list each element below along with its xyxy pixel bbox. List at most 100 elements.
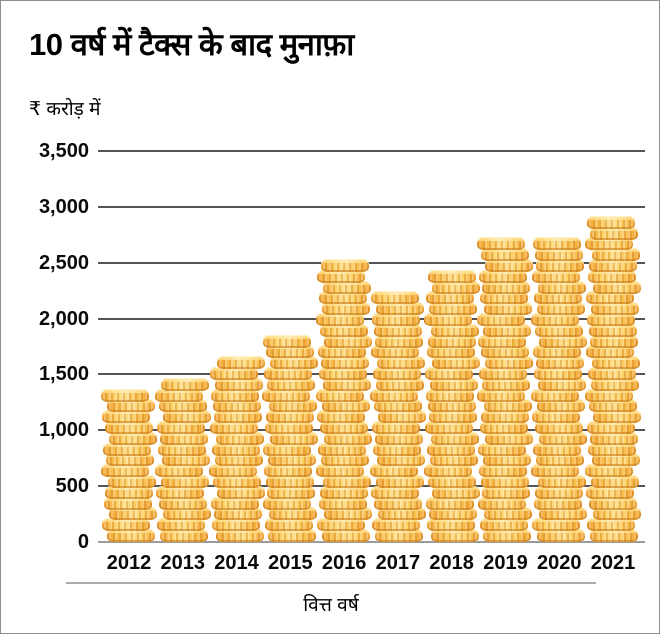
- coin-icon: [482, 280, 531, 294]
- coin-icon: [592, 248, 641, 262]
- coin-icon: [211, 518, 260, 532]
- coin-icon: [211, 442, 260, 456]
- coin-icon: [107, 399, 155, 413]
- coin-icon: [531, 312, 580, 326]
- coin-icon: [323, 377, 372, 391]
- x-axis-title: वित्त वर्ष: [303, 595, 359, 616]
- coin-icon: [324, 334, 373, 348]
- coin-icon: [592, 453, 641, 467]
- x-axis-year-label: 2012: [106, 552, 152, 574]
- coin-icon: [107, 528, 155, 542]
- coin-icon: [423, 464, 472, 478]
- coin-icon: [322, 399, 371, 413]
- coin-icon: [208, 464, 257, 478]
- coin-icon: [427, 269, 476, 283]
- coin-icon: [537, 302, 586, 316]
- coin-icon: [101, 464, 149, 478]
- coin-stack-2012: [100, 388, 158, 542]
- coin-icon: [478, 496, 527, 510]
- coin-icon: [216, 485, 265, 499]
- coin-icon: [533, 237, 582, 251]
- coin-icon: [589, 496, 638, 510]
- coin-icon: [161, 453, 210, 467]
- coin-icon: [427, 399, 476, 413]
- coin-icon: [427, 334, 476, 348]
- coin-icon: [372, 366, 421, 380]
- coin-icon: [479, 366, 528, 380]
- coin-icon: [539, 507, 588, 521]
- x-axis-year-label: 2017: [375, 552, 421, 574]
- coin-icon: [154, 388, 203, 402]
- coin-icon: [265, 518, 314, 532]
- coin-stack-2018: [423, 269, 481, 542]
- coin-icon: [214, 377, 263, 391]
- coin-icon: [480, 518, 529, 532]
- coin-icon: [483, 453, 532, 467]
- coin-icon: [592, 356, 641, 370]
- gridline: [98, 373, 645, 376]
- coin-stack-2015: [261, 334, 319, 542]
- coin-icon: [209, 420, 258, 434]
- coin-icon: [105, 485, 153, 499]
- x-axis-year-label: 2016: [321, 552, 367, 574]
- coin-icon: [321, 258, 370, 272]
- coin-icon: [369, 388, 418, 402]
- coin-icon: [589, 323, 638, 337]
- x-axis-year-label: 2019: [483, 552, 528, 574]
- coin-icon: [376, 356, 425, 370]
- coin-icon: [266, 345, 315, 359]
- x-axis-year-label: 2015: [268, 552, 313, 574]
- coin-stack-2016: [315, 258, 373, 542]
- coin-icon: [156, 518, 205, 532]
- coin-icon: [428, 410, 477, 424]
- x-axis-year-label: 2020: [536, 552, 582, 574]
- coin-icon: [537, 528, 586, 542]
- coin-icon: [589, 259, 638, 272]
- coin-icon: [479, 464, 528, 478]
- coin-icon: [264, 464, 313, 478]
- coin-stack-2017: [369, 291, 427, 542]
- coin-icon: [429, 377, 478, 391]
- coin-icon: [532, 269, 581, 283]
- coin-icon: [532, 410, 581, 424]
- coin-icon: [320, 485, 369, 499]
- coin-icon: [154, 464, 203, 478]
- gridline: [98, 261, 645, 264]
- coin-icon: [593, 280, 642, 294]
- coin-icon: [270, 431, 319, 445]
- coin-icon: [317, 518, 366, 532]
- coin-icon: [109, 507, 157, 521]
- coin-icon: [158, 496, 207, 510]
- gridline: [98, 485, 645, 488]
- coin-icon: [533, 442, 582, 456]
- coin-icon: [320, 420, 369, 434]
- coin-icon: [160, 475, 209, 488]
- coin-icon: [484, 302, 533, 316]
- coin-icon: [587, 215, 636, 229]
- coin-icon: [539, 334, 588, 348]
- coin-icon: [264, 366, 313, 380]
- coin-icon: [535, 420, 584, 434]
- coin-icon: [103, 442, 151, 456]
- coin-icon: [370, 345, 419, 359]
- coin-icon: [535, 485, 584, 499]
- coin-icon: [317, 410, 366, 424]
- coin-icon: [485, 431, 534, 445]
- coin-icon: [212, 399, 261, 413]
- coin-icon: [426, 518, 475, 532]
- gridline: [98, 150, 645, 152]
- y-axis-tick-label: 3,000: [38, 195, 89, 218]
- coin-icon: [535, 248, 584, 262]
- y-axis-tick-label: 1,500: [38, 363, 89, 386]
- coin-icon: [425, 291, 474, 305]
- coin-icon: [481, 474, 530, 488]
- coin-icon: [215, 528, 264, 542]
- coin-icon: [159, 431, 208, 445]
- coin-icon: [374, 431, 423, 445]
- coin-icon: [324, 507, 373, 521]
- coin-icon: [376, 453, 425, 467]
- coin-icon: [532, 518, 581, 532]
- y-axis-tick-label: 0: [77, 531, 89, 553]
- coin-stack-2019: [476, 237, 534, 542]
- coin-icon: [587, 518, 636, 532]
